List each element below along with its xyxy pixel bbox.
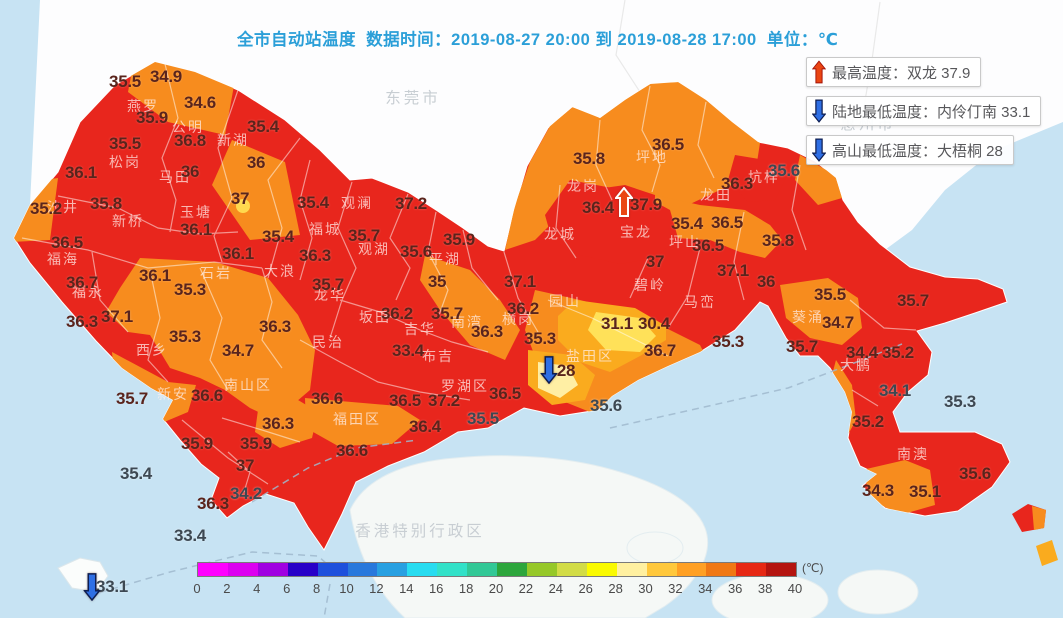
- colorbar-tick: 26: [578, 581, 593, 596]
- small-island-orange: [1032, 506, 1046, 530]
- colorbar-segment: [736, 563, 767, 576]
- small-island-yellow: [1036, 540, 1058, 566]
- colorbar-tick: 12: [369, 581, 384, 596]
- mainland-background: [30, 0, 1063, 252]
- colorbar-tick: 2: [223, 581, 231, 596]
- hongkong-land: [349, 455, 709, 618]
- colorbar-tick: 8: [312, 581, 321, 596]
- district-borders: [21, 63, 917, 493]
- hongkong-island: [626, 531, 684, 565]
- colorbar-segment: [646, 563, 677, 576]
- colorbar-segment: [317, 563, 348, 576]
- colorbar-tick: 36: [727, 581, 743, 596]
- colorbar-segment: [377, 563, 408, 576]
- colorbar-segment: [257, 563, 288, 576]
- colorbar-segment: [407, 563, 438, 576]
- down-arrow-icon: [811, 99, 827, 123]
- colorbar-tick: 34: [698, 581, 713, 596]
- colorbar-tick: 38: [757, 581, 773, 596]
- colorbar-tick: 22: [518, 581, 534, 596]
- colorbar-tick: 10: [339, 581, 354, 596]
- colorbar-tick: 30: [638, 581, 653, 596]
- colorbar-tick: 40: [787, 581, 803, 596]
- colorbar-segment: [676, 563, 707, 576]
- colorbar-gradient: [197, 562, 797, 577]
- legend-item-2: 高山最低温度：大梧桐 28: [806, 135, 1014, 165]
- colorbar-tick: 0: [193, 581, 201, 596]
- colorbar-segment: [287, 563, 318, 576]
- legend-item-0: 最高温度：双龙 37.9: [806, 57, 982, 87]
- colorbar-segment: [556, 563, 587, 576]
- legend-item-1: 陆地最低温度：内伶仃南 33.1: [806, 96, 1042, 126]
- colorbar-segment: [586, 563, 617, 576]
- colorbar-segment: [526, 563, 557, 576]
- colorbar-segment: [497, 563, 527, 576]
- colorbar-segment: [467, 563, 498, 576]
- colorbar-tick: 24: [548, 581, 564, 596]
- page-title: 全市自动站温度 数据时间：2019-08-27 20:00 到 2019-08-…: [237, 31, 839, 49]
- down-arrow-icon: [811, 138, 827, 162]
- colorbar-segment: [766, 563, 797, 576]
- legend-item-text: 陆地最低温度：内伶仃南 33.1: [832, 103, 1031, 121]
- colorbar-tick: 28: [608, 581, 623, 596]
- colorbar-unit: (℃): [802, 561, 824, 575]
- hongkong-island: [837, 569, 919, 615]
- colorbar-tick: 32: [668, 581, 683, 596]
- colorbar-tick: 14: [399, 581, 414, 596]
- legend-item-text: 高山最低温度：大梧桐 28: [832, 142, 1003, 160]
- up-arrow-icon: [811, 60, 827, 84]
- maritime-dashed-border: [87, 343, 903, 618]
- colorbar-segment: [706, 563, 737, 576]
- colorbar-tick: 4: [253, 581, 261, 596]
- colorbar-tick: 20: [488, 581, 504, 596]
- colorbar-segment: [437, 563, 468, 576]
- colorbar-segment: [347, 563, 378, 576]
- colorbar-segment: [227, 563, 258, 576]
- colorbar-segment: [198, 563, 228, 576]
- colorbar-segment: [616, 563, 647, 576]
- temperature-colorbar: (℃) 0 2 4 6 8 10 12 14 16 18 20 22 24 26 28 30 32 34 36 38 4…: [193, 561, 823, 596]
- colorbar-tick: 16: [428, 581, 444, 596]
- temperature-extremes-legend: 最高温度：双龙 37.9 陆地最低温度：内伶仃南 33.1 高山最低温度：大梧桐 2…: [806, 57, 1042, 165]
- colorbar-tick: 6: [283, 581, 291, 596]
- colorbar-tick: 18: [458, 581, 474, 596]
- legend-item-text: 最高温度：双龙 37.9: [832, 64, 971, 82]
